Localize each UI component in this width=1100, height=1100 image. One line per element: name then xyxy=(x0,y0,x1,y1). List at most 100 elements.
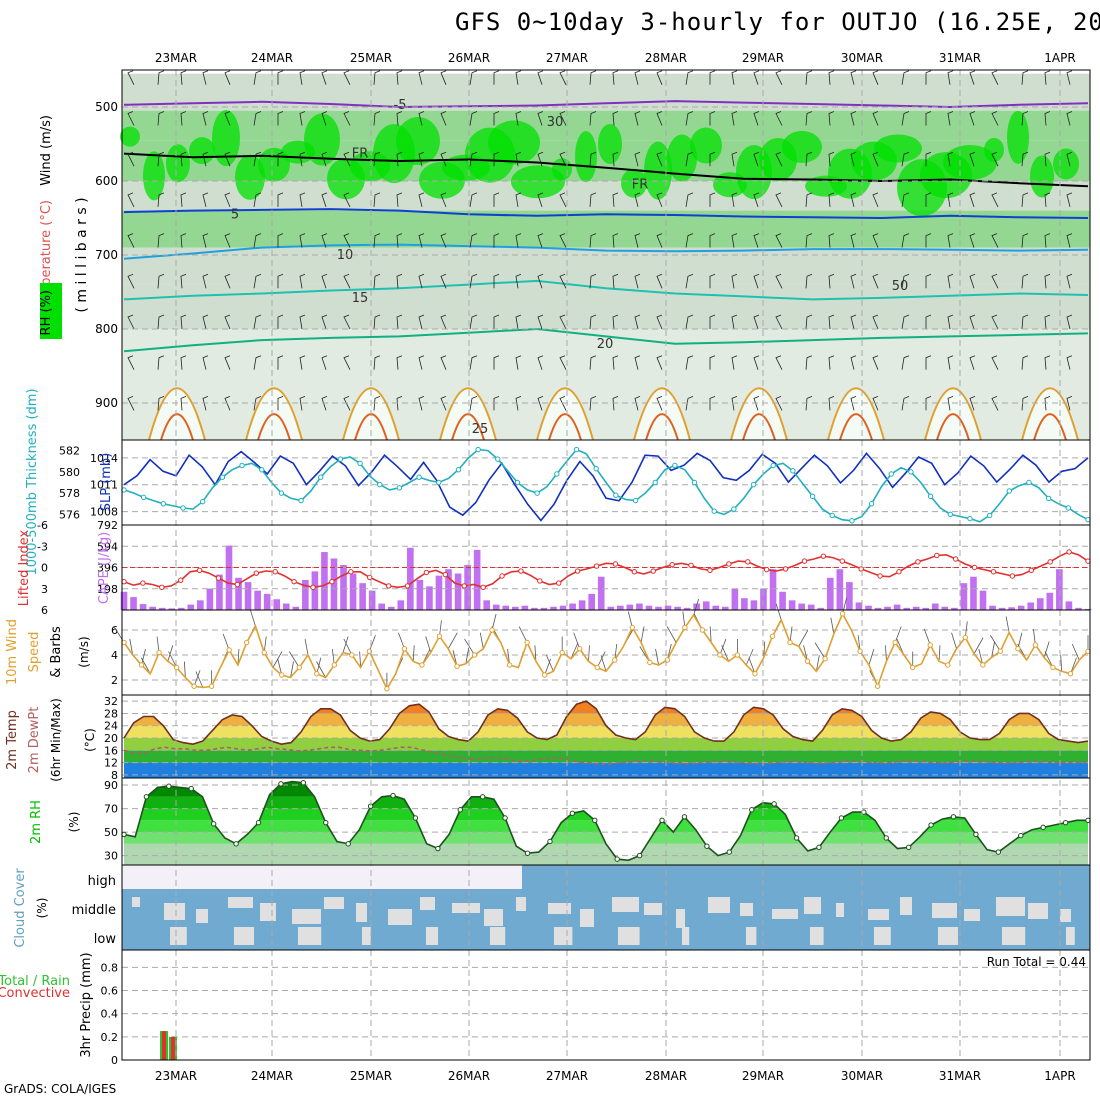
cape-bar xyxy=(1065,601,1073,610)
wind-barb xyxy=(991,273,999,289)
warm-surface-contour-inner xyxy=(160,413,194,441)
thickness-line-point xyxy=(416,474,422,480)
wind-barb xyxy=(731,151,738,167)
cape-tick-label: 594 xyxy=(97,540,118,553)
cape-bar xyxy=(741,598,748,610)
cape-bar xyxy=(349,573,357,610)
cape-bar xyxy=(550,606,557,610)
isotherm-label: 5 xyxy=(231,207,239,222)
cloud-low-gap xyxy=(746,927,757,945)
wind-barb xyxy=(1044,233,1051,248)
wind-barb xyxy=(612,396,619,411)
wind-barb xyxy=(515,314,522,330)
wind-barb xyxy=(299,273,306,289)
wind-barb xyxy=(634,273,641,289)
y-axis-label-barbs: & Barbs xyxy=(49,626,64,678)
rh-line-point xyxy=(816,844,822,851)
li-line-point xyxy=(669,561,675,568)
wind-speed-line-point xyxy=(927,642,933,648)
wind-barb xyxy=(493,192,500,207)
y-tick-label: 700 xyxy=(95,248,118,262)
warm-surface-contour-inner xyxy=(936,413,970,441)
wind-barb xyxy=(589,233,597,248)
thickness-line-point xyxy=(711,508,717,514)
thickness-line-point xyxy=(140,494,147,501)
temp-band xyxy=(124,750,1088,763)
surface-wind-barb xyxy=(775,603,782,621)
rh-line-point xyxy=(726,849,733,855)
surface-wind-barb xyxy=(465,647,470,664)
wind-speed-line-point xyxy=(156,649,162,656)
wind-barb xyxy=(1066,314,1073,330)
wind-barb xyxy=(253,192,262,207)
wind-barb xyxy=(202,273,209,289)
rh-moist-blob xyxy=(189,137,215,165)
cape-bar xyxy=(445,569,452,610)
wind-barb xyxy=(157,192,165,207)
rh-moist-blob xyxy=(943,145,997,180)
thickness-line-point xyxy=(1045,495,1052,502)
thickness-tick-label: 576 xyxy=(59,508,80,521)
thickness-line-point xyxy=(672,462,678,469)
surface-wind-barb xyxy=(222,633,230,651)
surface-wind-barb xyxy=(1060,655,1063,672)
thickness-line-point xyxy=(770,462,776,469)
surface-wind-barb xyxy=(129,638,134,656)
li-line-point xyxy=(990,569,997,575)
cloud-middle-gap xyxy=(164,903,185,920)
cape-bar xyxy=(454,573,462,610)
y-axis-label-pressure: ( m i l l i b a r s ) xyxy=(74,197,90,312)
legend-convective: Convective xyxy=(0,986,70,1001)
wind-barb xyxy=(634,151,641,167)
wind-barb xyxy=(559,151,567,167)
wind-barb xyxy=(709,314,716,329)
wind-barb xyxy=(685,273,694,289)
wind-barb xyxy=(321,273,328,289)
rh-line-point xyxy=(681,814,688,820)
cloud-middle-gap xyxy=(900,897,912,915)
wind-barb xyxy=(373,151,381,167)
y-tick-label: 900 xyxy=(95,396,118,410)
wind-barb xyxy=(537,273,544,289)
wind-barb xyxy=(343,273,351,289)
wind-barb xyxy=(537,233,544,248)
cape-bar xyxy=(197,600,204,610)
wind-barb xyxy=(253,70,262,85)
cape-bar xyxy=(1036,598,1044,610)
wind-barb xyxy=(396,314,403,330)
cloud-middle-gap xyxy=(932,903,957,918)
date-label-top: 30MAR xyxy=(841,51,883,65)
wind-barb xyxy=(901,396,910,411)
wind-barb xyxy=(872,192,879,208)
wind-barb xyxy=(901,70,910,85)
rh-moist-blob xyxy=(304,113,340,166)
cape-bar xyxy=(282,603,290,610)
wind-barb xyxy=(612,233,619,248)
rh-line-point xyxy=(300,780,307,786)
wind-barb xyxy=(805,396,813,411)
rh-line-point xyxy=(793,835,800,841)
wind-barb xyxy=(656,233,663,248)
rh-moist-blob xyxy=(488,120,540,165)
cape-bar xyxy=(1027,602,1035,610)
surface-wind-barb xyxy=(709,626,712,643)
rh-band xyxy=(122,284,1090,329)
cape-bar xyxy=(578,600,586,610)
cloud-middle-gap xyxy=(516,897,526,911)
y-axis-label-rh2m: 2m RH xyxy=(29,800,44,844)
wind-barb xyxy=(612,192,619,207)
cloud-low-gap xyxy=(490,927,506,945)
wind-barb xyxy=(731,233,738,248)
wind-barb xyxy=(947,192,954,207)
wind-barb xyxy=(1066,273,1073,289)
cape-bar xyxy=(559,605,567,610)
wind-barb xyxy=(969,396,976,411)
panel-wind-bg xyxy=(122,610,1090,695)
surface-wind-barb xyxy=(141,648,146,666)
wind-barb xyxy=(947,314,954,330)
cape-bar xyxy=(588,593,595,610)
cape-bar xyxy=(865,605,872,610)
wind-barb xyxy=(157,151,165,167)
cape-bar xyxy=(464,564,471,610)
rh-moist-blob xyxy=(690,127,722,164)
